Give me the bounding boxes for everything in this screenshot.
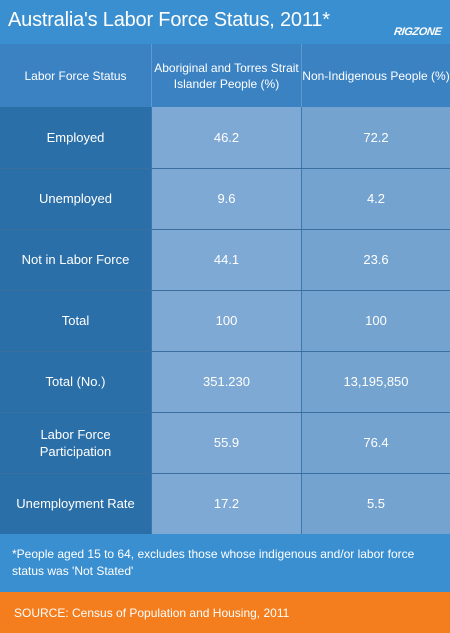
column-header: Labor Force Status: [0, 44, 151, 107]
table-cell: 72.2: [301, 107, 450, 168]
table-cell: 13,195,850: [301, 351, 450, 412]
table-cell: 100: [301, 290, 450, 351]
row-divider: [0, 290, 450, 291]
labor-force-table: Labor Force Status Aboriginal and Torres…: [0, 44, 450, 534]
table-header-row: Labor Force Status Aboriginal and Torres…: [0, 44, 450, 107]
row-label: Total (No.): [0, 351, 151, 412]
row-label: Unemployed: [0, 168, 151, 229]
table-cell: 4.2: [301, 168, 450, 229]
source-text: SOURCE: Census of Population and Housing…: [14, 605, 290, 620]
table-cell: 100: [151, 290, 301, 351]
table-row: Employed 46.2 72.2: [0, 107, 450, 168]
header: Australia's Labor Force Status, 2011* RI…: [0, 0, 450, 44]
column-header: Non-Indigenous People (%): [301, 44, 450, 107]
row-label: Labor Force Participation: [0, 412, 151, 473]
table-cell: 76.4: [301, 412, 450, 473]
table-row: Unemployment Rate 17.2 5.5: [0, 473, 450, 534]
row-divider: [0, 473, 450, 474]
source-bar: SOURCE: Census of Population and Housing…: [0, 592, 450, 633]
table-row: Unemployed 9.6 4.2: [0, 168, 450, 229]
row-label: Unemployment Rate: [0, 473, 151, 534]
row-divider: [0, 412, 450, 413]
row-divider: [0, 229, 450, 230]
table-row: Total (No.) 351.230 13,195,850: [0, 351, 450, 412]
page-title: Australia's Labor Force Status, 2011*: [8, 9, 330, 31]
footnote: *People aged 15 to 64, excludes those wh…: [0, 534, 450, 592]
row-divider: [0, 351, 450, 352]
row-divider: [0, 168, 450, 169]
table-cell: 46.2: [151, 107, 301, 168]
table-row: Not in Labor Force 44.1 23.6: [0, 229, 450, 290]
table-cell: 17.2: [151, 473, 301, 534]
brand-logo: RIGZONE: [392, 26, 442, 38]
table-row: Total 100 100: [0, 290, 450, 351]
table-cell: 55.9: [151, 412, 301, 473]
row-label: Not in Labor Force: [0, 229, 151, 290]
table-cell: 23.6: [301, 229, 450, 290]
table-row: Labor Force Participation 55.9 76.4: [0, 412, 450, 473]
table-cell: 44.1: [151, 229, 301, 290]
table-cell: 5.5: [301, 473, 450, 534]
column-header: Aboriginal and Torres Strait Islander Pe…: [151, 44, 301, 107]
table-cell: 351.230: [151, 351, 301, 412]
row-label: Employed: [0, 107, 151, 168]
row-label: Total: [0, 290, 151, 351]
table-cell: 9.6: [151, 168, 301, 229]
